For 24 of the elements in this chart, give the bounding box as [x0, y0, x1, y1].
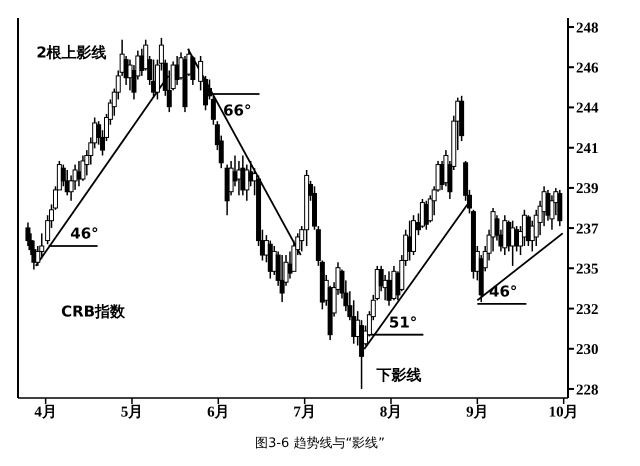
x-tick-label: 4月 — [34, 404, 57, 421]
y-tick-label: 246 — [576, 60, 599, 77]
annotation: 51° — [388, 313, 418, 332]
x-tick-label: 6月 — [207, 404, 230, 421]
y-tick-label: 241 — [576, 141, 598, 158]
x-tick-label: 9月 — [466, 404, 489, 421]
x-tick-label: 7月 — [293, 404, 316, 421]
y-tick-label: 230 — [576, 342, 598, 358]
text: 图3-6 趋势线与“影线” — [254, 435, 386, 452]
y-tick-label: 239 — [576, 181, 598, 198]
x-tick-label: 5月 — [120, 404, 144, 421]
y-tick-label: 237 — [576, 221, 599, 238]
annotation: 下影线 — [375, 366, 422, 384]
y-tick-label: 244 — [576, 100, 599, 117]
annotation: 46° — [70, 224, 99, 243]
y-tick-label: 232 — [576, 302, 598, 318]
y-tick-label: 248 — [576, 20, 598, 36]
x-tick-label: 10月 — [548, 404, 579, 421]
annotation: CRB指数 — [61, 302, 126, 320]
annotation: 66° — [223, 102, 252, 120]
y-tick-label: 228 — [576, 382, 598, 398]
y-tick-label: 235 — [576, 262, 598, 278]
x-tick-label: 8月 — [380, 404, 402, 421]
annotation: 2根上影线 — [36, 44, 107, 62]
